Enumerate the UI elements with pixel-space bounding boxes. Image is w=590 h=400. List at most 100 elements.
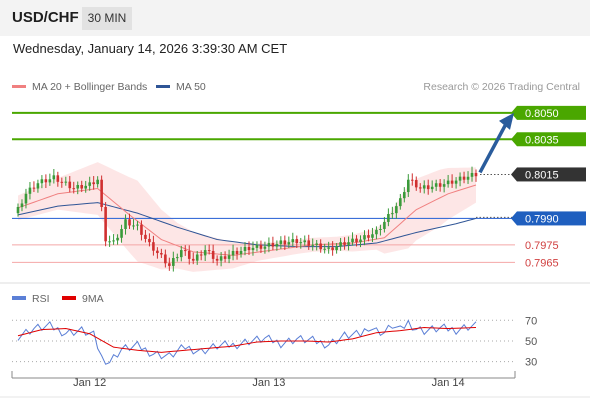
candle-body bbox=[406, 179, 410, 193]
candle-body bbox=[267, 243, 271, 247]
candle-body bbox=[446, 180, 450, 185]
rsi-line bbox=[17, 319, 477, 365]
candle-body bbox=[36, 183, 40, 189]
candle-body bbox=[263, 246, 267, 249]
candle-body bbox=[52, 175, 56, 180]
chart-header: USD/CHF 30 MIN bbox=[0, 0, 590, 36]
rsi-legend-swatch bbox=[62, 296, 76, 300]
candle-body bbox=[235, 250, 239, 255]
timeframe-button[interactable]: 30 MIN bbox=[82, 7, 132, 30]
candle-body bbox=[80, 185, 84, 189]
candle-body bbox=[124, 219, 127, 229]
candle-body bbox=[148, 238, 151, 243]
candle-body bbox=[259, 244, 263, 249]
candle-body bbox=[391, 213, 394, 215]
candle-body bbox=[466, 176, 470, 180]
level-label-tip bbox=[511, 167, 517, 182]
candle-body bbox=[367, 235, 370, 238]
candle-body bbox=[275, 243, 279, 247]
ma20-line bbox=[17, 184, 477, 256]
legend-label: MA 20 + Bollinger Bands bbox=[32, 81, 147, 93]
candle-body bbox=[68, 181, 72, 189]
projection-arrowhead bbox=[499, 112, 514, 130]
level-label: 0.7975 bbox=[525, 240, 559, 252]
candle-body bbox=[375, 229, 378, 235]
candle-body bbox=[462, 176, 466, 180]
rsi-legend-label: RSI bbox=[32, 293, 50, 305]
candle-body bbox=[191, 258, 195, 261]
candle-body bbox=[207, 250, 211, 252]
candle-body bbox=[100, 179, 103, 207]
candle-body bbox=[164, 254, 167, 264]
candle-body bbox=[32, 187, 36, 189]
candle-body bbox=[199, 254, 203, 256]
candle-body bbox=[327, 247, 330, 249]
candle-body bbox=[458, 176, 462, 181]
level-label-tip bbox=[511, 132, 517, 147]
candle-body bbox=[72, 188, 76, 190]
candle-body bbox=[132, 225, 135, 227]
attribution-text: Research © 2026 Trading Central bbox=[423, 81, 580, 93]
candle-body bbox=[44, 179, 48, 183]
candle-body bbox=[48, 179, 52, 183]
candle-body bbox=[64, 181, 68, 183]
candle-body bbox=[355, 238, 358, 243]
candle-body bbox=[195, 254, 199, 261]
candle-body bbox=[144, 234, 147, 239]
level-label: 0.7965 bbox=[525, 257, 559, 269]
legend-swatch bbox=[12, 85, 26, 88]
candle-body bbox=[343, 242, 346, 245]
candle-body bbox=[176, 257, 179, 259]
candle-body bbox=[303, 240, 307, 243]
candle-body bbox=[331, 247, 334, 251]
candle-body bbox=[434, 183, 438, 187]
level-label: 0.8015 bbox=[525, 169, 559, 181]
candle-body bbox=[179, 250, 183, 258]
candle-body bbox=[255, 244, 259, 248]
candle-body bbox=[28, 187, 32, 194]
candle-body bbox=[418, 187, 422, 189]
candle-body bbox=[403, 192, 406, 199]
candle-body bbox=[347, 242, 350, 245]
candle-body bbox=[88, 182, 91, 186]
candle-body bbox=[339, 242, 342, 247]
candle-body bbox=[56, 175, 60, 182]
candle-body bbox=[283, 240, 287, 245]
x-tick-label: Jan 12 bbox=[73, 377, 106, 389]
level-label-bg bbox=[517, 132, 586, 147]
rsi-tick-label: 70 bbox=[525, 315, 537, 327]
candle-body bbox=[311, 244, 315, 246]
candle-body bbox=[410, 179, 414, 181]
candle-body bbox=[351, 238, 354, 243]
rsi-panel: RSI 9MA 70 50 30 bbox=[12, 293, 537, 369]
candle-body bbox=[76, 185, 80, 189]
candle-body bbox=[116, 237, 119, 241]
candle-body bbox=[215, 258, 219, 261]
candle-body bbox=[24, 193, 28, 204]
candle-body bbox=[112, 240, 115, 242]
candle-body bbox=[299, 242, 303, 244]
candle-body bbox=[379, 228, 382, 230]
candle-body bbox=[227, 255, 231, 259]
projection-arrow bbox=[478, 123, 508, 174]
candle-body bbox=[271, 243, 275, 247]
legend-swatch bbox=[156, 85, 170, 88]
x-tick-label: Jan 14 bbox=[432, 377, 465, 389]
datetime-label: Wednesday, January 14, 2026 3:39:30 AM C… bbox=[13, 41, 288, 56]
time-axis: Jan 12 Jan 13 Jan 14 bbox=[0, 371, 590, 398]
candle-body bbox=[136, 224, 139, 226]
candle-body bbox=[442, 184, 446, 187]
candle-body bbox=[211, 250, 215, 259]
candle-body bbox=[96, 179, 99, 185]
candle-body bbox=[287, 242, 291, 245]
candle-body bbox=[104, 206, 107, 242]
level-label-bg bbox=[517, 211, 586, 226]
rsi-tick-label: 30 bbox=[525, 357, 537, 369]
candle-body bbox=[172, 258, 175, 266]
candle-body bbox=[422, 185, 426, 189]
candle-body bbox=[295, 239, 299, 244]
ma50-line bbox=[17, 202, 477, 248]
candle-body bbox=[239, 250, 243, 255]
candle-body bbox=[371, 234, 374, 238]
candle-body bbox=[395, 206, 398, 214]
